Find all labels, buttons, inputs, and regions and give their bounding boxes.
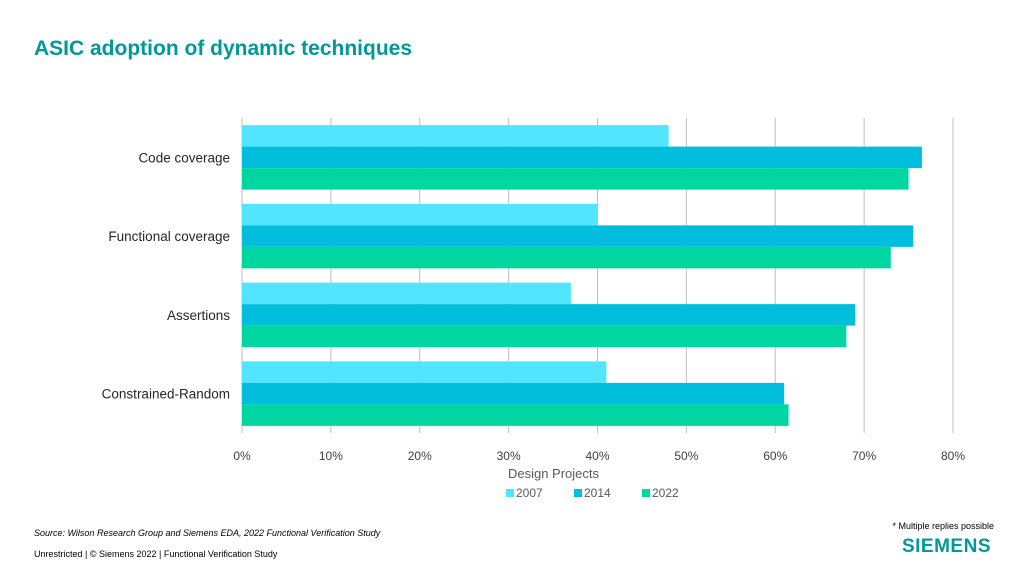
x-tick-label: 70% — [852, 449, 876, 463]
category-label: Code coverage — [138, 150, 230, 165]
x-tick-label: 80% — [941, 449, 965, 463]
legend-label: 2022 — [652, 486, 679, 500]
bar-chart: 0% 10% 20% 30% 40% 50% 60% 70% 80% Code coverage F… — [102, 118, 965, 500]
x-tick-label: 50% — [674, 449, 698, 463]
x-tick-label: 10% — [319, 449, 343, 463]
category-label: Assertions — [167, 308, 230, 323]
bar-2007 — [242, 203, 598, 226]
footer-text: Unrestricted | © Siemens 2022 | Function… — [34, 549, 278, 559]
siemens-logo: SIEMENS — [901, 536, 991, 557]
x-tick-label: 40% — [585, 449, 609, 463]
multiple-replies-note: * Multiple replies possible — [892, 521, 994, 531]
x-tick-label: 30% — [497, 449, 521, 463]
slide-title: ASIC adoption of dynamic techniques — [34, 37, 413, 60]
source-note: Source: Wilson Research Group and Siemen… — [34, 528, 381, 538]
bar-2007 — [242, 361, 607, 383]
bar-2007 — [242, 282, 571, 305]
bar-2014 — [242, 304, 856, 326]
legend-swatch — [574, 489, 582, 497]
bar-2007 — [242, 125, 669, 147]
bar-2022 — [242, 404, 789, 426]
category-label: Constrained-Random — [102, 387, 230, 402]
bar-2014 — [242, 146, 922, 169]
category-label: Functional coverage — [108, 229, 230, 244]
bar-2022 — [242, 325, 847, 348]
x-tick-label: 60% — [763, 449, 787, 463]
x-tick-label: 0% — [233, 449, 251, 463]
x-tick-label: 20% — [408, 449, 432, 463]
bar-2022 — [242, 168, 909, 190]
x-axis-title: Design Projects — [508, 466, 600, 481]
bar-2022 — [242, 246, 891, 269]
legend-label: 2014 — [584, 486, 611, 500]
bar-2014 — [242, 382, 785, 405]
bar-2014 — [242, 225, 914, 247]
legend-label: 2007 — [516, 486, 543, 500]
legend-swatch — [642, 489, 650, 497]
legend-swatch — [506, 489, 514, 497]
